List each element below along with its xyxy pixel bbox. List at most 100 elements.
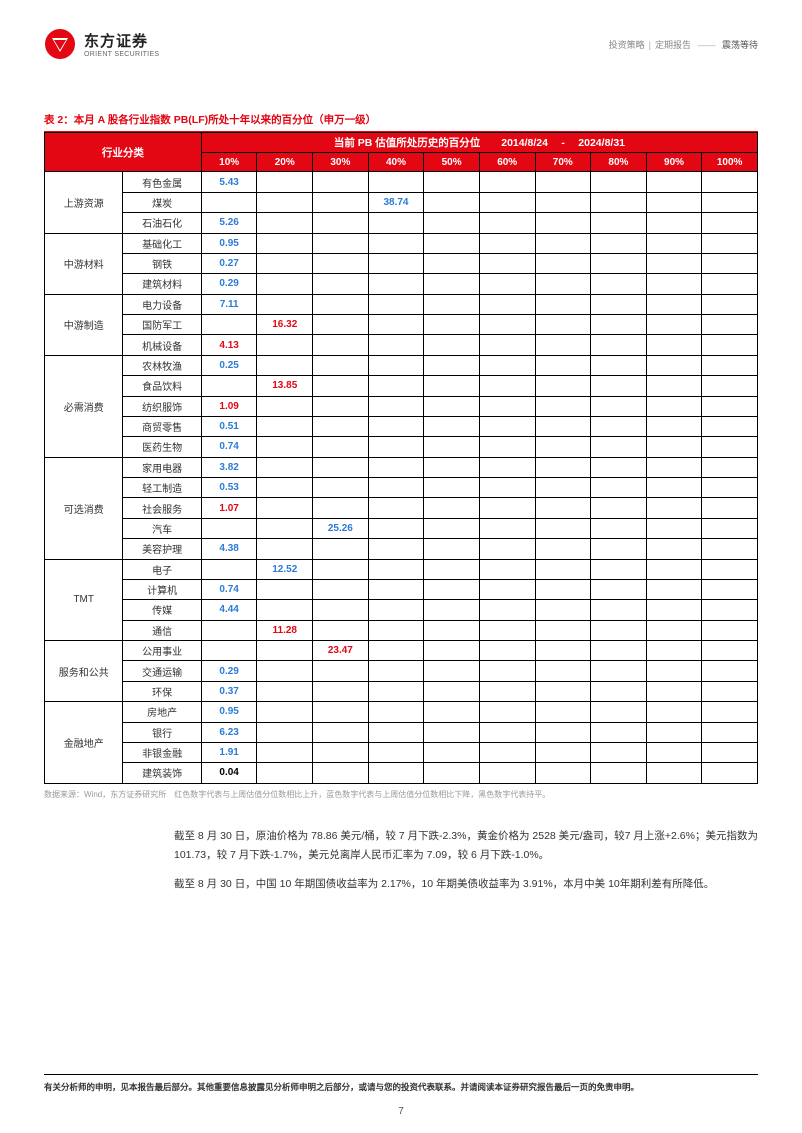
industry-cell: 纺织服饰 (123, 396, 201, 416)
value-cell (313, 661, 369, 681)
value-cell (479, 518, 535, 538)
value-cell: 13.85 (257, 376, 313, 396)
table-row: 煤炭38.74 (45, 192, 758, 212)
value-cell (313, 681, 369, 701)
category-cell: 服务和公共 (45, 641, 123, 702)
value-cell (702, 355, 758, 375)
value-cell (368, 579, 424, 599)
value-cell: 1.09 (201, 396, 257, 416)
paragraph-1: 截至 8 月 30 日，原油价格为 78.86 美元/桶，较 7 月下跌-2.3… (174, 827, 758, 866)
value-cell (535, 457, 591, 477)
category-cell: 中游制造 (45, 294, 123, 355)
value-cell: 5.26 (201, 213, 257, 233)
value-cell (313, 722, 369, 742)
value-cell (313, 457, 369, 477)
value-cell (368, 681, 424, 701)
value-cell (257, 518, 313, 538)
industry-cell: 建筑装饰 (123, 763, 201, 783)
industry-cell: 电力设备 (123, 294, 201, 314)
value-cell (591, 641, 647, 661)
category-cell: 金融地产 (45, 702, 123, 784)
value-cell (313, 579, 369, 599)
value-cell (591, 518, 647, 538)
value-cell (702, 518, 758, 538)
value-cell (368, 661, 424, 681)
value-cell: 4.44 (201, 600, 257, 620)
value-cell (591, 620, 647, 640)
value-cell (591, 172, 647, 192)
table-row: 传媒4.44 (45, 600, 758, 620)
value-cell (257, 294, 313, 314)
value-cell (424, 539, 480, 559)
value-cell (702, 376, 758, 396)
value-cell (479, 396, 535, 416)
value-cell (591, 478, 647, 498)
value-cell (702, 233, 758, 253)
value-cell (591, 722, 647, 742)
value-cell (479, 376, 535, 396)
value-cell (424, 641, 480, 661)
industry-cell: 石油石化 (123, 213, 201, 233)
value-cell (591, 274, 647, 294)
value-cell (646, 518, 702, 538)
value-cell (479, 498, 535, 518)
header-percentile: 50% (424, 153, 480, 172)
value-cell (479, 274, 535, 294)
paragraph-2: 截至 8 月 30 日，中国 10 年期国债收益率为 2.17%，10 年期美债… (174, 875, 758, 894)
value-cell (646, 539, 702, 559)
value-cell (313, 315, 369, 335)
table-header: 行业分类 当前 PB 估值所处历史的百分位 2014/8/24 - 2024/8… (45, 133, 758, 172)
value-cell (591, 376, 647, 396)
value-cell (257, 702, 313, 722)
value-cell (646, 213, 702, 233)
header-category: 行业分类 (45, 133, 202, 172)
value-cell (535, 416, 591, 436)
value-cell (535, 702, 591, 722)
header-percentile: 60% (479, 153, 535, 172)
value-cell (479, 335, 535, 355)
value-cell (702, 253, 758, 273)
value-cell (313, 376, 369, 396)
value-cell (257, 641, 313, 661)
table-caption: 表 2：本月 A 股各行业指数 PB(LF)所处十年以来的百分位（申万一级） (44, 108, 758, 132)
value-cell (591, 294, 647, 314)
value-cell (591, 192, 647, 212)
value-cell (591, 763, 647, 783)
value-cell (479, 641, 535, 661)
value-cell (424, 702, 480, 722)
value-cell (702, 600, 758, 620)
value-cell (368, 172, 424, 192)
table-row: 社会服务1.07 (45, 498, 758, 518)
value-cell: 16.32 (257, 315, 313, 335)
industry-cell: 交通运输 (123, 661, 201, 681)
footer-divider (44, 1074, 758, 1075)
value-cell (313, 478, 369, 498)
value-cell (646, 641, 702, 661)
value-cell (479, 172, 535, 192)
header-percentile: 70% (535, 153, 591, 172)
value-cell (702, 661, 758, 681)
value-cell (257, 335, 313, 355)
value-cell (313, 172, 369, 192)
value-cell (368, 600, 424, 620)
value-cell (479, 579, 535, 599)
value-cell (313, 253, 369, 273)
value-cell (257, 600, 313, 620)
value-cell (313, 763, 369, 783)
header-percentile: 80% (591, 153, 647, 172)
value-cell: 1.07 (201, 498, 257, 518)
value-cell (479, 253, 535, 273)
value-cell (257, 539, 313, 559)
value-cell (424, 661, 480, 681)
table-row: 机械设备4.13 (45, 335, 758, 355)
value-cell (201, 641, 257, 661)
industry-cell: 轻工制造 (123, 478, 201, 498)
orient-securities-logo-icon (44, 28, 76, 60)
value-cell (257, 355, 313, 375)
value-cell (368, 620, 424, 640)
value-cell: 4.38 (201, 539, 257, 559)
table-source-note: 数据来源：Wind，东方证券研究所 红色数字代表与上周估值分位数相比上升，蓝色数… (44, 784, 758, 801)
value-cell (424, 253, 480, 273)
value-cell: 3.82 (201, 457, 257, 477)
header-date-range: 当前 PB 估值所处历史的百分位 2014/8/24 - 2024/8/31 (201, 133, 757, 153)
